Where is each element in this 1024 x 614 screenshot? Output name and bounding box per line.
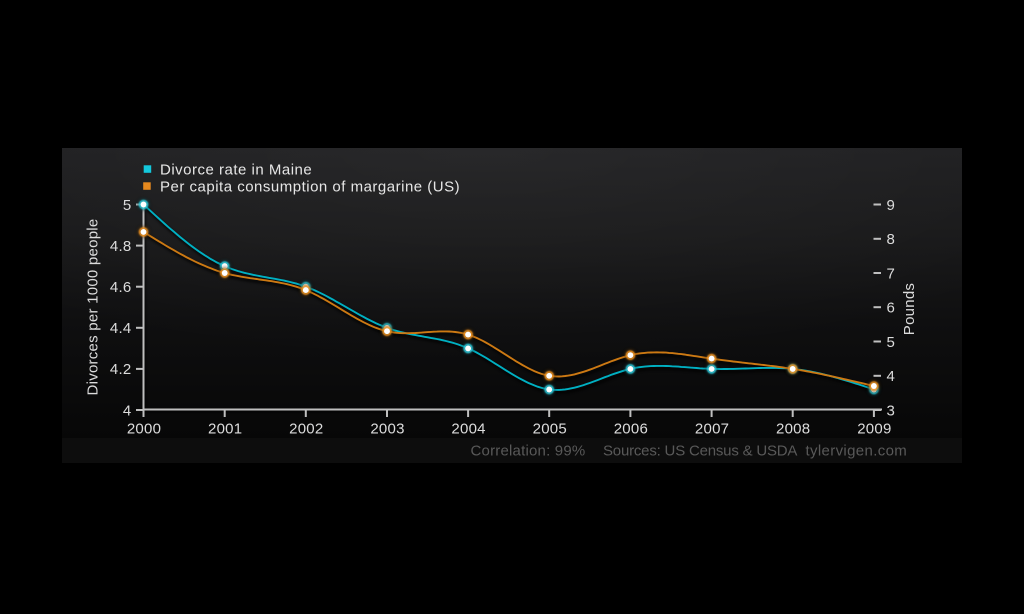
svg-text:Per capita consumption of marg: Per capita consumption of margarine (US): [160, 179, 460, 196]
svg-text:4.2: 4.2: [110, 361, 132, 378]
svg-text:9: 9: [887, 197, 896, 214]
svg-text:Divorces per 1000 people: Divorces per 1000 people: [85, 219, 102, 396]
svg-text:8: 8: [887, 231, 896, 248]
svg-text:2005: 2005: [533, 421, 567, 438]
svg-text:4: 4: [123, 402, 132, 419]
svg-text:2000: 2000: [127, 421, 161, 438]
svg-text:5: 5: [123, 197, 132, 214]
svg-text:4.4: 4.4: [110, 320, 132, 337]
svg-text:6: 6: [887, 300, 896, 317]
svg-text:4.8: 4.8: [110, 238, 132, 255]
svg-text:tylervigen.com: tylervigen.com: [806, 443, 908, 460]
svg-text:2002: 2002: [289, 421, 323, 438]
svg-text:Pounds: Pounds: [901, 283, 918, 335]
svg-text:2007: 2007: [695, 421, 729, 438]
svg-text:Sources: US Census & USDA: Sources: US Census & USDA: [603, 443, 797, 460]
svg-text:2003: 2003: [370, 421, 404, 438]
svg-text:Divorce rate in Maine: Divorce rate in Maine: [160, 162, 312, 179]
svg-text:3: 3: [887, 402, 896, 419]
svg-text:2008: 2008: [776, 421, 810, 438]
svg-text:2006: 2006: [614, 421, 648, 438]
svg-text:2004: 2004: [451, 421, 485, 438]
svg-text:Correlation: 99%: Correlation: 99%: [471, 443, 586, 460]
svg-text:4.6: 4.6: [110, 279, 132, 296]
svg-text:5: 5: [887, 334, 896, 351]
svg-text:7: 7: [887, 265, 896, 282]
svg-text:2009: 2009: [857, 421, 891, 438]
svg-text:4: 4: [887, 368, 896, 385]
svg-text:2001: 2001: [208, 421, 242, 438]
